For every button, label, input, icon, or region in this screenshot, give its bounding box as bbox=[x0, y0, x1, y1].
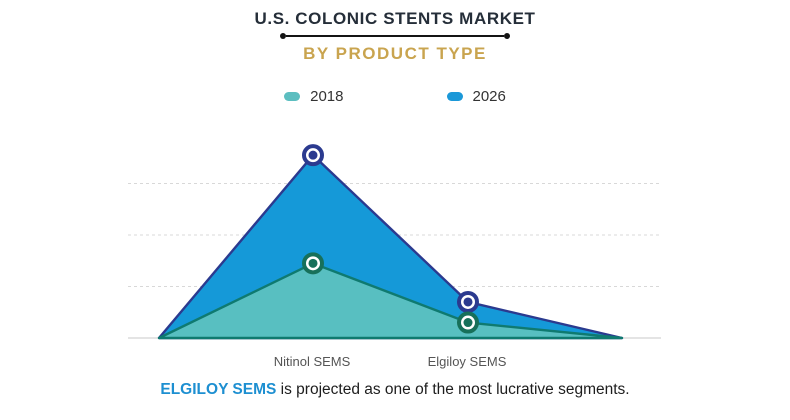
legend: 2018 2026 bbox=[0, 88, 790, 105]
chart-title: U.S. COLONIC STENTS MARKET bbox=[254, 9, 536, 28]
chart-subtitle: BY PRODUCT TYPE bbox=[303, 44, 487, 63]
legend-item-2018[interactable]: 2018 bbox=[284, 88, 344, 105]
data-point-dot-2018 bbox=[308, 258, 318, 268]
x-axis-label-elgiloy-sems: Elgiloy SEMS bbox=[427, 354, 507, 369]
data-point-dot-2026 bbox=[463, 297, 473, 307]
chart-area: Nitinol SEMS Elgiloy SEMS bbox=[0, 130, 790, 370]
caption-text: is projected as one of the most lucrativ… bbox=[276, 381, 630, 398]
legend-label-2018: 2018 bbox=[310, 88, 344, 105]
caption-highlight: ELGILOY SEMS bbox=[160, 381, 277, 398]
data-point-dot-2026 bbox=[308, 150, 318, 160]
data-point-dot-2018 bbox=[463, 318, 473, 328]
divider-dot-right bbox=[504, 33, 510, 39]
legend-swatch-2026 bbox=[446, 92, 463, 101]
legend-swatch-2018 bbox=[284, 92, 301, 101]
legend-label-2026: 2026 bbox=[472, 88, 506, 105]
divider-line bbox=[286, 35, 504, 37]
x-axis-label-nitinol-sems: Nitinol SEMS bbox=[273, 354, 351, 369]
title-divider bbox=[280, 33, 510, 39]
area-chart-svg bbox=[128, 144, 661, 340]
legend-item-2026[interactable]: 2026 bbox=[446, 88, 506, 105]
caption: ELGILOY SEMS is projected as one of the … bbox=[0, 381, 790, 399]
divider-dot-left bbox=[280, 33, 286, 39]
